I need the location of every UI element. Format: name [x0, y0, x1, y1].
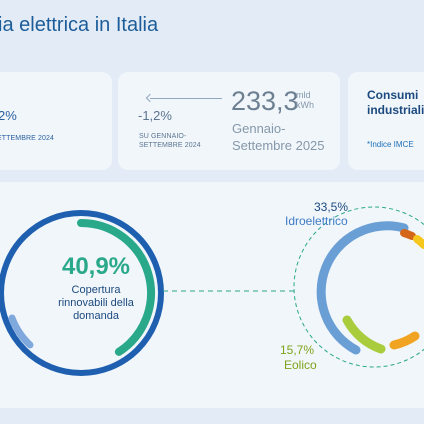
demand-unit: mld kWh	[296, 90, 314, 110]
stat-card-demand	[118, 72, 340, 170]
coverage-label-line3: domanda	[73, 310, 119, 322]
demand-period: Gennaio- Settembre 2025	[232, 120, 325, 154]
demand-period-line2: Settembre 2025	[232, 138, 325, 153]
industrial-note: *Indice IMCE	[367, 140, 414, 149]
hydro-value: 33,5%	[314, 200, 349, 214]
industrial-title-line2: industriali	[367, 103, 424, 117]
demand-change-value: -1,2%	[138, 108, 172, 123]
coverage-value: 40,9%	[61, 253, 131, 280]
wind-segment	[342, 315, 386, 354]
stat-card-industrial	[348, 72, 424, 170]
production-change-value: 2%	[0, 108, 17, 123]
hydro-name: Idroelettrico	[285, 214, 348, 228]
stat-card-production	[0, 72, 112, 170]
industrial-title: Consumi industriali	[367, 88, 424, 118]
demand-total-value: 233,3	[231, 86, 299, 116]
coverage-label: Copertura rinnovabili della domanda	[30, 284, 162, 323]
demand-change-period-line1: SU GENNAIO-	[139, 133, 187, 140]
solar-segment	[389, 331, 420, 350]
arrow-left-line	[150, 98, 222, 99]
coverage-outer-ring	[0, 210, 164, 376]
production-change-period: ETTEMBRE 2024	[0, 135, 54, 142]
industrial-title-line1: Consumi	[367, 88, 419, 102]
demand-change-period: SU GENNAIO- SETTEMBRE 2024	[139, 132, 201, 150]
hydro-segment	[316, 221, 409, 355]
page-title: ia elettrica in Italia	[0, 14, 159, 36]
coverage-label-line1: Copertura	[71, 284, 121, 296]
coverage-arc-light	[8, 314, 34, 349]
bioenergy-segment	[413, 235, 424, 249]
coverage-label-line2: rinnovabili della	[58, 297, 134, 309]
geothermal-segment	[400, 229, 416, 240]
wind-value: 15,7%	[280, 343, 315, 357]
coverage-arc	[77, 219, 155, 356]
wind-name: Eolico	[284, 358, 317, 372]
demand-change-period-line2: SETTEMBRE 2024	[139, 142, 201, 149]
demand-period-line1: Gennaio-	[232, 121, 286, 136]
demand-unit-line2: kWh	[296, 100, 314, 110]
demand-unit-line1: mld	[296, 90, 311, 100]
